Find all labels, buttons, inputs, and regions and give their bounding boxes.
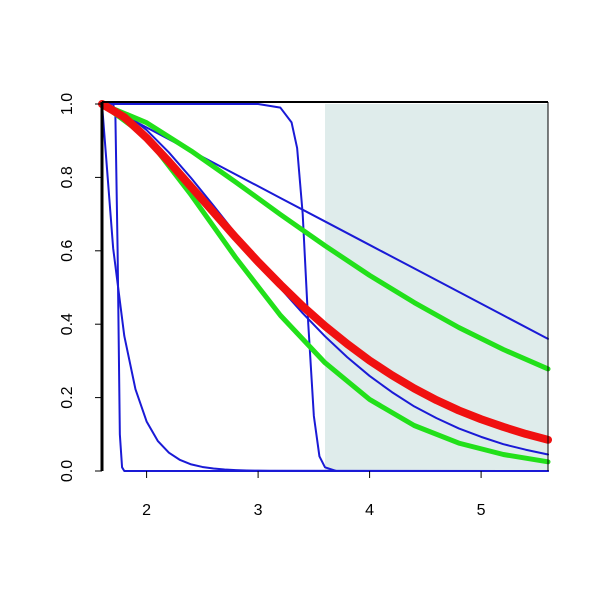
y-tick-label: 0.6 [59,240,76,262]
curve [101,103,549,472]
x-tick-label: 4 [365,502,374,519]
y-tick-label: 0.0 [59,460,76,482]
y-tick-label: 0.2 [59,386,76,408]
x-tick-label: 5 [477,502,486,519]
y-tick-label: 1.0 [59,93,76,115]
shaded-region [325,104,548,471]
x-tick-label: 2 [142,502,151,519]
x-tick-label: 3 [254,502,263,519]
curve [98,100,552,444]
curve [99,101,551,372]
curve [101,103,549,472]
y-tick-label: 0.8 [59,166,76,188]
curve [101,103,549,456]
y-tick-label: 0.4 [59,313,76,335]
curve [101,103,549,472]
